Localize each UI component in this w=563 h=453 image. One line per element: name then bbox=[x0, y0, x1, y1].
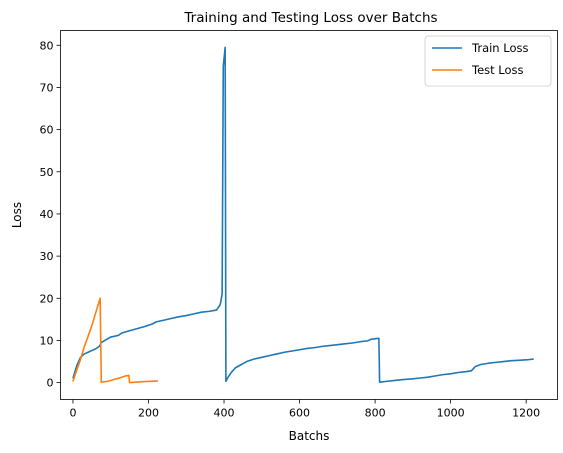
x-tick-label: 0 bbox=[69, 407, 76, 420]
y-tick-label: 20 bbox=[40, 292, 54, 305]
x-tick-label: 1200 bbox=[512, 407, 540, 420]
x-axis-label: Batchs bbox=[289, 429, 330, 443]
y-tick-label: 50 bbox=[40, 166, 54, 179]
x-tick-label: 600 bbox=[289, 407, 310, 420]
y-tick-label: 60 bbox=[40, 124, 54, 137]
x-tick-label: 400 bbox=[214, 407, 235, 420]
series-line-train-loss bbox=[73, 47, 534, 382]
y-axis-ticks: 0 10 20 30 40 50 60 70 80 bbox=[40, 39, 61, 389]
x-tick-label: 800 bbox=[365, 407, 386, 420]
y-tick-label: 30 bbox=[40, 250, 54, 263]
y-tick-label: 0 bbox=[47, 377, 54, 390]
legend: Train Loss Test Loss bbox=[425, 36, 551, 86]
y-tick-label: 40 bbox=[40, 208, 54, 221]
y-tick-label: 70 bbox=[40, 81, 54, 94]
series-line-test-loss bbox=[73, 298, 158, 382]
x-tick-label: 200 bbox=[138, 407, 159, 420]
plot-lines bbox=[73, 47, 534, 382]
y-tick-label: 80 bbox=[40, 39, 54, 52]
y-tick-label: 10 bbox=[40, 334, 54, 347]
y-axis-label: Loss bbox=[10, 202, 24, 228]
x-axis-ticks: 0 200 400 600 800 1000 1200 bbox=[69, 400, 540, 420]
x-tick-label: 1000 bbox=[437, 407, 465, 420]
legend-label-train: Train Loss bbox=[471, 41, 528, 55]
chart-title: Training and Testing Loss over Batchs bbox=[183, 10, 437, 26]
legend-label-test: Test Loss bbox=[471, 63, 524, 77]
